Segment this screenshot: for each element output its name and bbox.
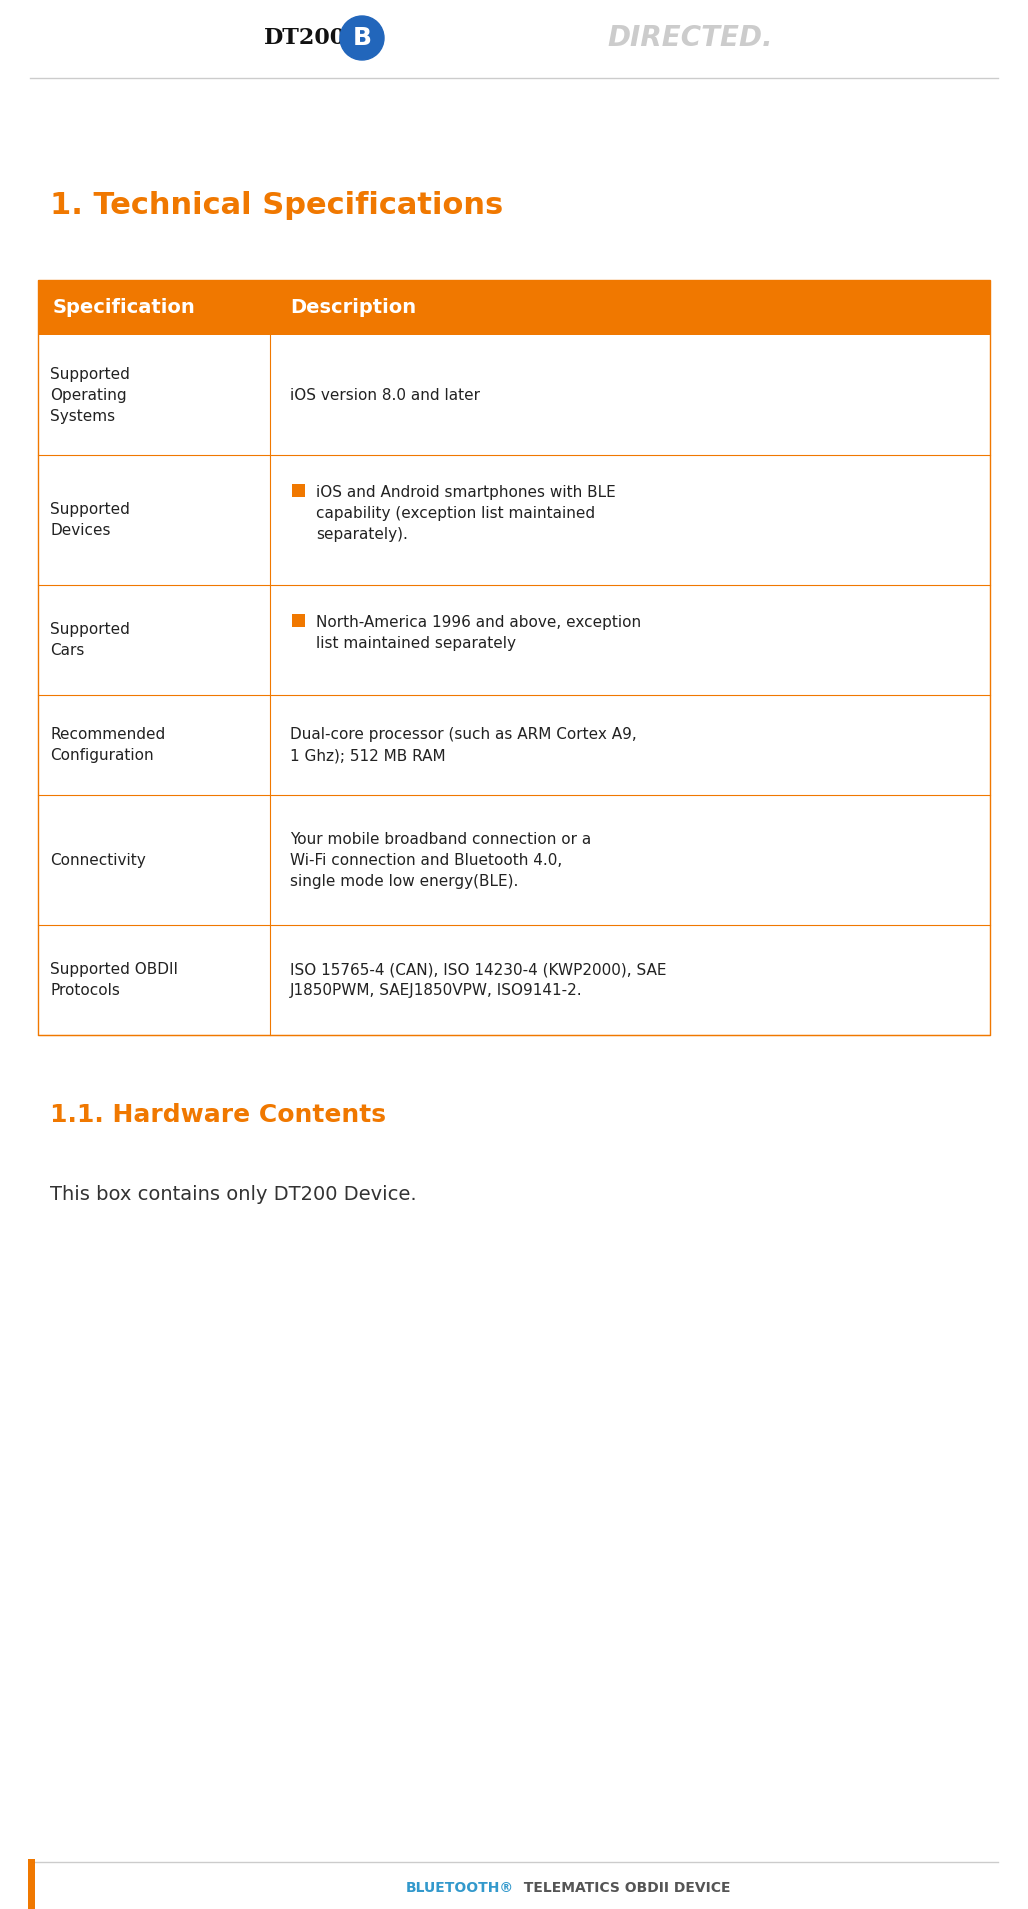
- Bar: [28, 1859, 35, 1909]
- Bar: [292, 615, 305, 626]
- Text: 1. Technical Specifications: 1. Technical Specifications: [50, 191, 504, 220]
- Text: DT200: DT200: [264, 27, 346, 50]
- Text: iOS and Android smartphones with BLE
capability (exception list maintained
separ: iOS and Android smartphones with BLE cap…: [316, 485, 616, 542]
- Text: Connectivity: Connectivity: [50, 853, 146, 867]
- Text: TELEMATICS OBDII DEVICE: TELEMATICS OBDII DEVICE: [514, 1880, 731, 1896]
- Bar: [38, 281, 990, 1035]
- Text: Specification: Specification: [53, 298, 195, 317]
- Bar: [38, 584, 990, 695]
- Text: Supported
Operating
Systems: Supported Operating Systems: [50, 367, 130, 424]
- Bar: [38, 334, 990, 454]
- Text: 1.1. Hardware Contents: 1.1. Hardware Contents: [50, 1103, 386, 1126]
- Bar: [38, 695, 990, 794]
- Bar: [38, 454, 990, 584]
- Bar: [38, 281, 990, 334]
- Bar: [38, 926, 990, 1035]
- Text: BLUETOOTH®: BLUETOOTH®: [406, 1880, 514, 1896]
- Bar: [292, 485, 305, 496]
- Text: DIRECTED.: DIRECTED.: [608, 25, 773, 52]
- Text: Supported OBDII
Protocols: Supported OBDII Protocols: [50, 962, 178, 998]
- Text: ISO 15765-4 (CAN), ISO 14230-4 (KWP2000), SAE
J1850PWM, SAEJ1850VPW, ISO9141-2.: ISO 15765-4 (CAN), ISO 14230-4 (KWP2000)…: [290, 962, 666, 998]
- Text: B: B: [353, 27, 371, 50]
- Text: Supported
Cars: Supported Cars: [50, 622, 130, 659]
- Text: Supported
Devices: Supported Devices: [50, 502, 130, 538]
- Text: Dual-core processor (such as ARM Cortex A9,
1 Ghz); 512 MB RAM: Dual-core processor (such as ARM Cortex …: [290, 727, 636, 764]
- Bar: [38, 794, 990, 926]
- Text: Recommended
Configuration: Recommended Configuration: [50, 727, 166, 764]
- Circle shape: [340, 15, 384, 59]
- Text: Your mobile broadband connection or a
Wi-Fi connection and Bluetooth 4.0,
single: Your mobile broadband connection or a Wi…: [290, 832, 591, 888]
- Text: iOS version 8.0 and later: iOS version 8.0 and later: [290, 388, 480, 403]
- Text: Description: Description: [290, 298, 416, 317]
- Text: This box contains only DT200 Device.: This box contains only DT200 Device.: [50, 1185, 416, 1205]
- Text: North-America 1996 and above, exception
list maintained separately: North-America 1996 and above, exception …: [316, 615, 641, 651]
